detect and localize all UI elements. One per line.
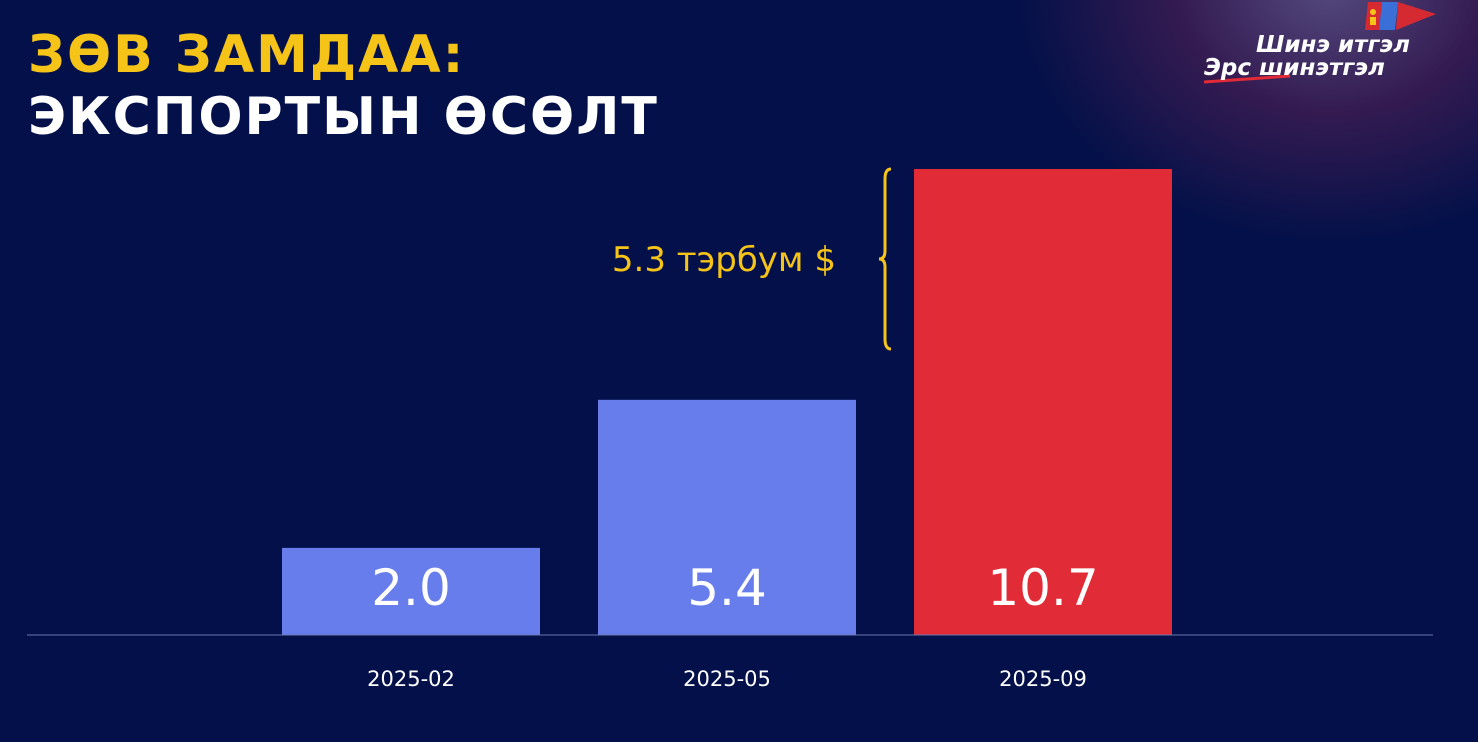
x-tick-label: 2025-02 (367, 667, 455, 691)
bar-value-label: 2.0 (371, 559, 451, 617)
difference-brace (878, 167, 892, 351)
logo-text-line-1: Шинэ итгэл (1255, 32, 1410, 58)
x-tick-label: 2025-09 (999, 667, 1087, 691)
bar-value-label: 10.7 (987, 559, 1098, 617)
title-line-1: ЗӨВ ЗАМДАА: (28, 25, 466, 85)
flag-icon (1203, 2, 1436, 84)
page-title: ЗӨВ ЗАМДАА: ЭКСПОРТЫН ӨСӨЛТ (28, 24, 659, 148)
bar-2025-02 (282, 547, 540, 635)
logo-text-line-2: Эрс шинэтгэл (1204, 55, 1385, 81)
title-line-2: ЭКСПОРТЫН ӨСӨЛТ (28, 87, 659, 147)
bar-2025-05 (598, 399, 856, 635)
x-tick-label: 2025-05 (683, 667, 771, 691)
bar-value-label: 5.4 (687, 559, 767, 617)
bar-2025-09 (914, 169, 1172, 635)
party-logo: Шинэ итгэл Эрс шинэтгэл (1200, 0, 1450, 95)
difference-annotation: 5.3 тэрбум $ (612, 240, 836, 280)
